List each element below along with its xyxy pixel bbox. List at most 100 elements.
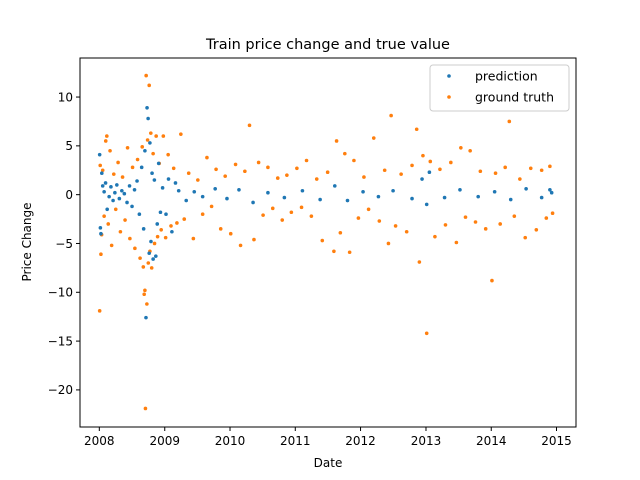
point-prediction [146,116,150,121]
point-ground-truth [149,131,153,135]
point-ground-truth [468,148,472,153]
point-ground-truth [142,292,146,297]
legend: prediction ground truth [429,64,570,112]
point-ground-truth [191,236,196,241]
point-prediction [148,141,152,145]
point-ground-truth [144,73,148,78]
point-ground-truth [362,175,366,179]
point-ground-truth [155,234,160,239]
point-prediction [300,188,305,193]
point-ground-truth [175,221,179,225]
point-ground-truth [243,169,247,174]
point-ground-truth [116,160,120,165]
point-prediction [345,198,350,203]
point-prediction [539,195,544,200]
point-prediction [184,198,189,203]
point-ground-truth [182,217,187,221]
point-prediction [508,197,513,202]
point-prediction [548,187,552,192]
point-ground-truth [352,158,356,163]
point-ground-truth [320,238,325,243]
point-ground-truth [347,250,352,255]
point-ground-truth [493,171,498,175]
point-ground-truth [473,220,478,224]
point-prediction [97,152,102,157]
point-prediction [176,188,181,193]
point-ground-truth [325,170,330,175]
y-tick-label: 0 [65,188,73,202]
point-ground-truth [143,288,147,293]
point-ground-truth [428,159,433,164]
point-prediction [361,189,365,194]
point-ground-truth [228,231,233,236]
point-ground-truth [138,256,142,260]
point-prediction [192,189,197,194]
legend-label-ground-truth: ground truth [475,90,554,105]
point-ground-truth [314,177,319,181]
point-ground-truth [304,158,309,163]
point-ground-truth [252,237,256,242]
point-prediction [109,185,113,189]
point-prediction [524,187,528,191]
point-ground-truth [209,204,214,209]
point-ground-truth [503,165,507,170]
point-ground-truth [275,176,280,180]
legend-marker-prediction [447,74,451,78]
point-ground-truth [382,168,387,173]
y-tick-label: −10 [48,286,73,300]
point-ground-truth [111,172,116,176]
point-ground-truth [163,235,168,240]
point-prediction [225,196,229,201]
point-prediction [166,177,171,181]
point-prediction [155,222,160,226]
y-tick-label: −15 [48,334,73,348]
point-ground-truth [108,148,112,153]
point-prediction [152,178,157,182]
point-prediction [173,181,178,185]
point-ground-truth [534,228,539,232]
point-ground-truth [332,249,336,254]
point-ground-truth [366,207,371,212]
point-prediction [427,170,432,175]
point-ground-truth [205,155,209,160]
point-prediction [107,194,111,199]
point-ground-truth [149,266,154,270]
point-ground-truth [544,216,549,220]
point-ground-truth [518,177,522,181]
point-ground-truth [386,241,391,246]
point-prediction [237,187,241,192]
y-axis-label: Price Change [20,202,34,281]
legend-box [429,64,570,112]
y-tick-label: −5 [55,237,73,251]
point-ground-truth [120,175,125,179]
point-prediction [141,227,146,231]
point-prediction [549,190,554,195]
point-ground-truth [523,235,528,240]
point-ground-truth [147,83,151,88]
point-ground-truth [424,331,429,336]
point-prediction [122,191,127,196]
point-ground-truth [528,166,533,171]
point-prediction [200,194,205,199]
point-ground-truth [285,173,289,177]
point-prediction [318,197,322,202]
point-prediction [282,195,287,200]
point-ground-truth [539,168,544,173]
point-ground-truth [507,119,512,124]
point-ground-truth [338,230,343,235]
point-prediction [149,239,153,244]
point-prediction [391,188,395,193]
point-ground-truth [113,207,118,212]
y-tick-label: 5 [65,139,73,153]
point-ground-truth [417,260,422,264]
point-prediction [266,190,270,195]
point-prediction [410,196,414,201]
point-ground-truth [159,228,163,232]
point-prediction [120,188,124,193]
point-ground-truth [196,178,200,182]
point-prediction [458,187,462,192]
point-ground-truth [289,210,294,215]
point-prediction [213,187,217,191]
point-ground-truth [141,265,146,269]
